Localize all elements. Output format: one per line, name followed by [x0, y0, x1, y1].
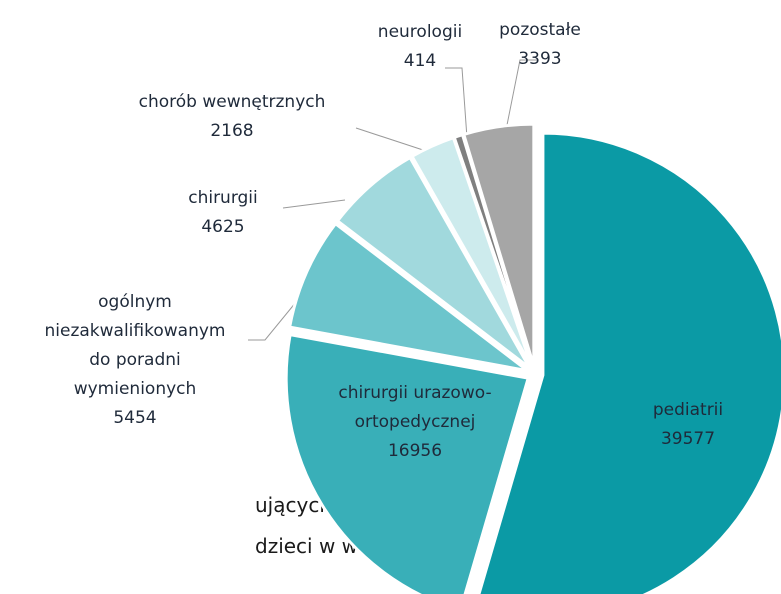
- value-label: 414: [404, 51, 436, 71]
- slice-label: ortopedycznej: [355, 412, 476, 432]
- pie-slice: [335, 155, 532, 370]
- slice-label: chirurgii urazowo-: [338, 383, 491, 403]
- pie-slice: [287, 221, 529, 373]
- slice-label: pediatrii: [653, 400, 723, 420]
- leader-line: [355, 127, 424, 151]
- value-label: 16956: [388, 441, 442, 461]
- value-label: 3393: [518, 49, 561, 69]
- pie-slice: [461, 122, 536, 367]
- slice-label: ogólnym: [98, 292, 172, 312]
- pie-slice: [477, 131, 781, 594]
- value-label: 4625: [201, 217, 244, 237]
- leader-line: [282, 199, 346, 209]
- value-label: 2168: [210, 121, 253, 141]
- value-label: 5454: [113, 408, 156, 428]
- slice-label: wymienionych: [74, 379, 197, 399]
- slice-label: neurologii: [378, 22, 462, 42]
- pie-slice: [284, 332, 531, 594]
- leader-line: [505, 59, 538, 131]
- slice-label: do poradni: [89, 350, 180, 370]
- slice-label: chirurgii: [188, 188, 258, 208]
- leader-line: [445, 67, 468, 139]
- value-label: 39577: [661, 429, 715, 449]
- slice-label: pozostałe: [499, 20, 581, 40]
- slice-label: chorób wewnętrznych: [139, 92, 326, 112]
- slice-label: niezakwalifikowanym: [45, 321, 226, 341]
